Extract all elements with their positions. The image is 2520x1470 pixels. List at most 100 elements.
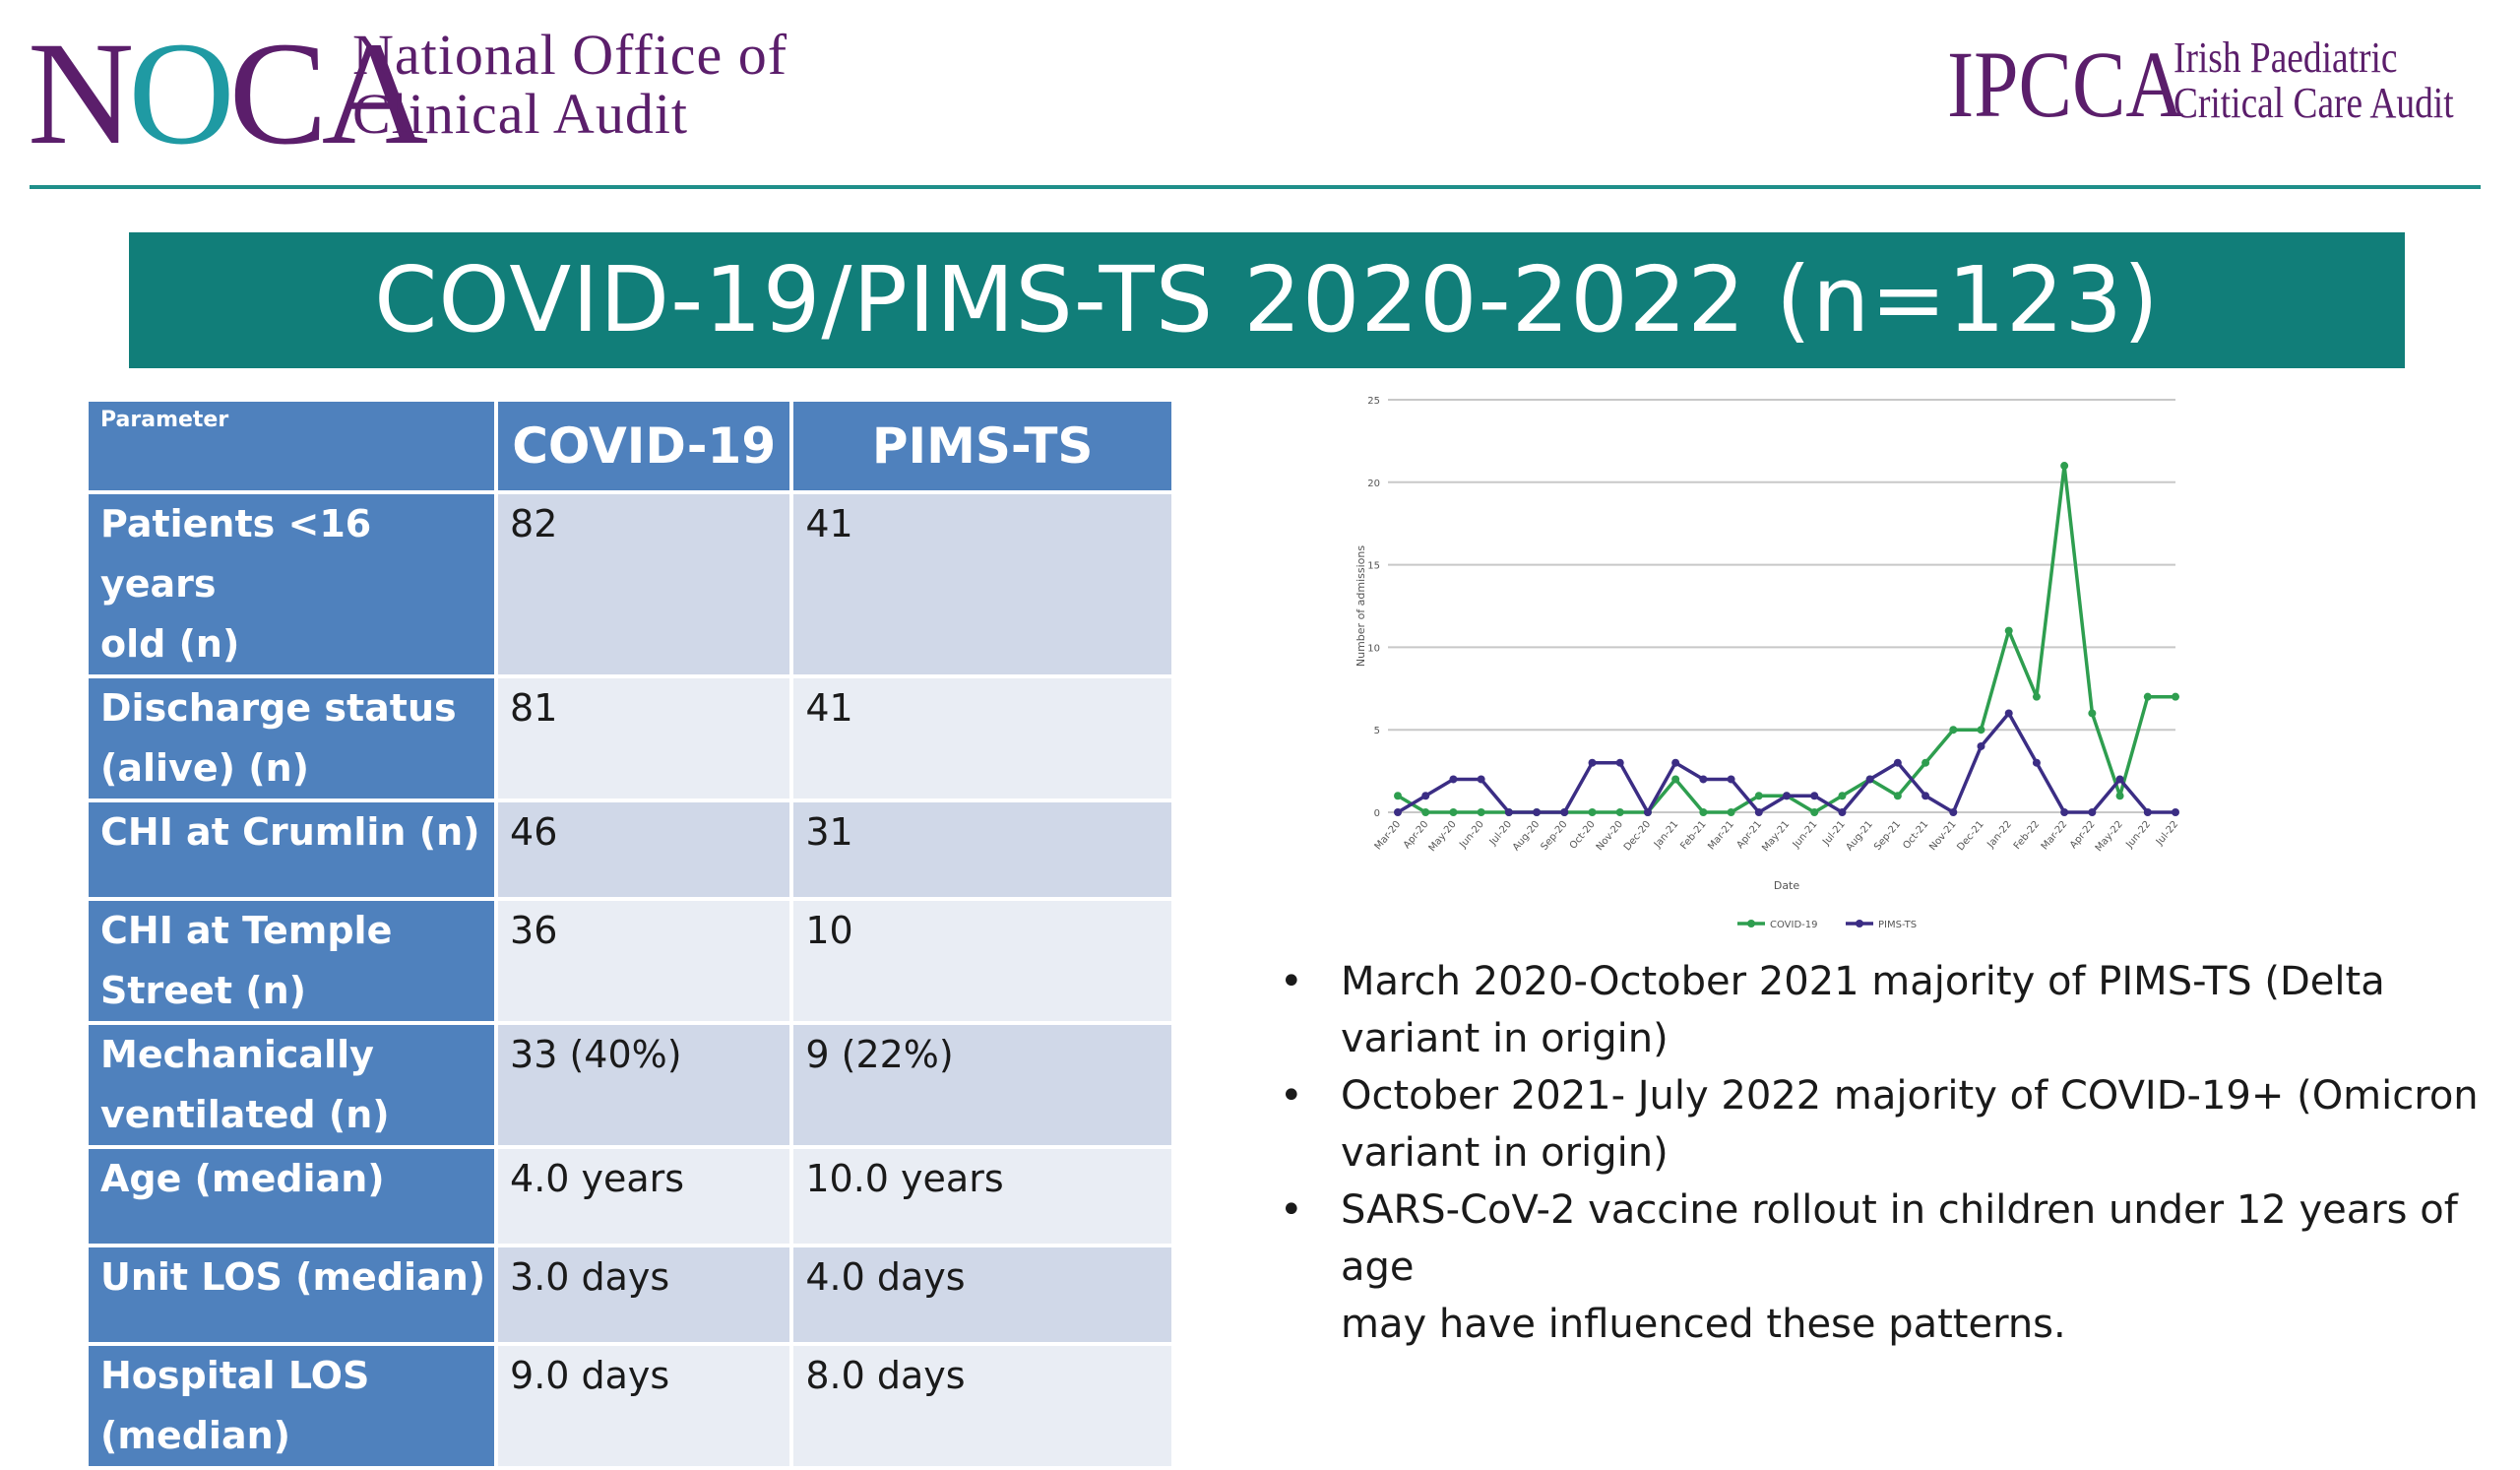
data-point — [2032, 758, 2041, 767]
x-tick-label: Mar-22 — [2040, 819, 2070, 853]
data-point — [1560, 808, 1569, 816]
data-point — [1588, 758, 1597, 767]
data-point — [1643, 808, 1652, 816]
legend-label: COVID-19 — [1770, 920, 1818, 930]
ipcca-line1: Irish Paediatric — [2174, 33, 2398, 82]
noca-line1: National Office of — [352, 23, 788, 87]
cell-covid: 9.0 days — [494, 1342, 794, 1470]
data-point — [1477, 775, 1485, 784]
data-point — [1504, 808, 1513, 816]
data-point — [1615, 758, 1624, 767]
row-label-line1: Hospital LOS — [100, 1354, 370, 1397]
table-row: Age (median) 4.0 years 10.0 years — [84, 1145, 1175, 1247]
data-point — [2088, 709, 2097, 718]
series-line-1 — [1397, 464, 2175, 814]
row-label-line1: Patients <16 years — [100, 502, 372, 606]
data-point — [1949, 808, 1958, 816]
data-point — [1671, 775, 1680, 784]
noca-logo: NOCA — [28, 20, 428, 167]
data-point — [1949, 726, 1958, 735]
cell-covid: 81 — [494, 674, 794, 802]
x-tick-label: Jan-22 — [1985, 819, 2014, 851]
row-label: CHI at Crumlin (n) — [84, 799, 499, 901]
data-point — [1727, 775, 1735, 784]
y-tick-label: 0 — [1374, 808, 1380, 819]
x-tick-label: May-20 — [1427, 819, 1459, 854]
cell-covid: 82 — [494, 490, 794, 678]
header-covid: COVID-19 — [494, 398, 794, 494]
row-label-line1: CHI at Crumlin (n) — [100, 810, 480, 854]
y-tick-label: 20 — [1367, 479, 1380, 489]
data-point — [1699, 808, 1708, 816]
row-label-line1: Mechanically — [100, 1033, 374, 1076]
x-tick-label: Jun-22 — [2123, 819, 2153, 851]
data-point — [1783, 792, 1791, 800]
noca-logo-ca: CA — [228, 12, 428, 175]
bullet-line2: variant in origin) — [1341, 1130, 1669, 1176]
cell-pims: 10 — [789, 897, 1175, 1025]
x-tick-label: Jul-20 — [1487, 819, 1514, 849]
row-label-line2: Street (n) — [100, 969, 306, 1012]
x-tick-label: Feb-22 — [2012, 819, 2042, 852]
x-tick-label: Sep-21 — [1872, 819, 1903, 853]
y-axis-label: Number of admissions — [1354, 545, 1367, 667]
x-tick-label: Dec-21 — [1955, 819, 1985, 853]
cell-covid: 3.0 days — [494, 1244, 794, 1346]
table-row: Discharge status (alive) (n) 81 41 — [84, 674, 1175, 802]
x-tick-label: Nov-20 — [1595, 819, 1625, 853]
row-label-line2: (alive) (n) — [100, 746, 309, 790]
data-point — [2004, 626, 2013, 635]
noca-wordmark: National Office of Clinical Audit — [352, 26, 788, 144]
bullet-dot: • — [1280, 1073, 1303, 1118]
x-tick-label: Feb-21 — [1678, 819, 1708, 852]
data-point — [2143, 692, 2152, 701]
x-tick-label: Jun-21 — [1791, 819, 1820, 851]
data-point — [1865, 775, 1874, 784]
data-point — [1671, 758, 1680, 767]
data-point — [1838, 808, 1847, 816]
data-point — [2060, 462, 2069, 471]
x-tick-label: Jun-20 — [1457, 819, 1486, 851]
noca-logo-n: N — [28, 12, 134, 175]
row-label-line1: Discharge status — [100, 686, 457, 730]
y-tick-label: 10 — [1367, 643, 1380, 654]
bullet-line1: October 2021- July 2022 majority of COVI… — [1341, 1073, 2479, 1118]
data-point — [1449, 808, 1458, 816]
data-point — [2004, 709, 2013, 718]
data-point — [1394, 792, 1402, 800]
data-point — [1922, 758, 1930, 767]
header: NOCA National Office of Clinical Audit I… — [0, 0, 2520, 197]
bullet-dot: • — [1280, 1187, 1303, 1233]
data-point — [1588, 808, 1597, 816]
legend-label: PIMS-TS — [1878, 920, 1917, 930]
bullet-line2: may have influenced these patterns. — [1341, 1302, 2066, 1347]
data-point — [1810, 808, 1819, 816]
data-point — [1754, 808, 1763, 816]
data-point — [1922, 792, 1930, 800]
row-label-line1: Unit LOS (median) — [100, 1255, 486, 1299]
table-row: Unit LOS (median) 3.0 days 4.0 days — [84, 1244, 1175, 1346]
x-tick-label: Jul-22 — [2154, 819, 2180, 849]
table-header-row: Parameter COVID-19 PIMS-TS — [84, 398, 1175, 494]
y-tick-label: 5 — [1374, 726, 1380, 736]
data-point — [1533, 808, 1542, 816]
data-point — [2143, 808, 2152, 816]
data-point — [1893, 758, 1902, 767]
x-tick-label: Jul-21 — [1820, 819, 1847, 849]
x-tick-label: Dec-20 — [1622, 819, 1653, 853]
row-label: Patients <16 years old (n) — [84, 490, 499, 678]
header-parameter: Parameter — [84, 398, 499, 494]
data-point — [2115, 775, 2124, 784]
data-point — [1421, 792, 1430, 800]
bullet-item: • March 2020-October 2021 majority of PIM… — [1270, 953, 2510, 1067]
data-point — [1838, 792, 1847, 800]
data-point — [2032, 692, 2041, 701]
row-label-line2: old (n) — [100, 622, 240, 666]
x-tick-label: Aug-20 — [1511, 819, 1542, 854]
header-pims: PIMS-TS — [789, 398, 1175, 494]
ipcca-logo: IPCCA — [1947, 32, 2184, 137]
ipcca-line2: Critical Care Audit — [2174, 79, 2454, 127]
data-point — [2060, 808, 2069, 816]
data-point — [1449, 775, 1458, 784]
